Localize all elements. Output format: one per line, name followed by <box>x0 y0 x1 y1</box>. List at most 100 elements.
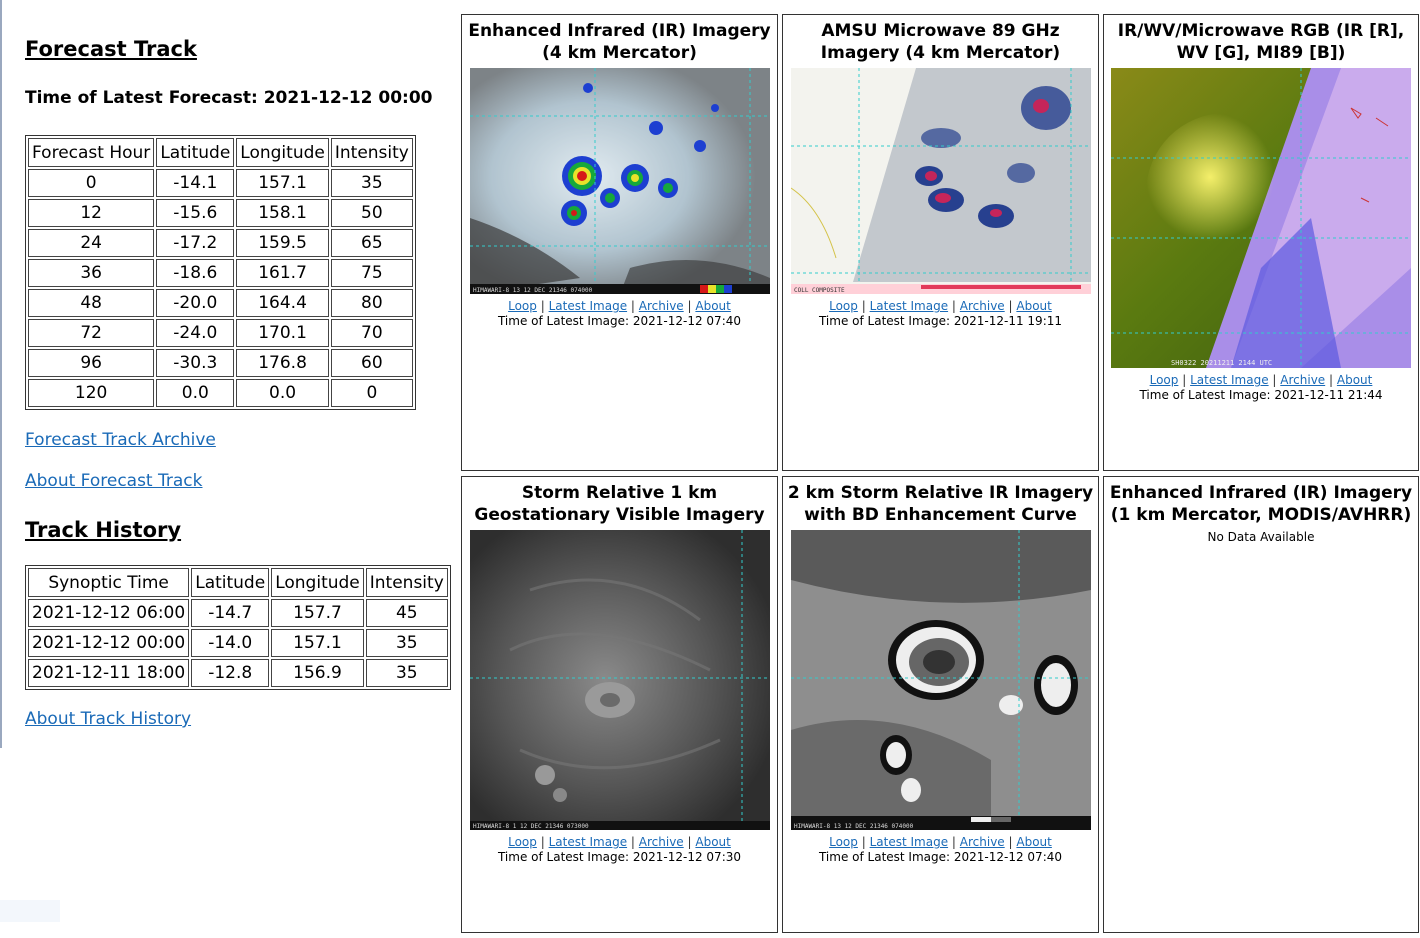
archive-link[interactable]: Archive <box>959 835 1005 849</box>
loop-link[interactable]: Loop <box>508 835 537 849</box>
panel-title: Enhanced Infrared (IR) Imagery (4 km Mer… <box>468 21 771 63</box>
cell: 60 <box>330 349 413 377</box>
col-forecast-hour: Forecast Hour <box>28 138 155 167</box>
cell: 2021-12-12 00:00 <box>28 629 190 657</box>
amsu-image[interactable]: COLL COMPOSITE <box>790 68 1091 294</box>
image-caption: COLL COMPOSITE <box>794 287 845 294</box>
panel-links: Loop | Latest Image | Archive | About <box>462 299 777 313</box>
separator: | <box>1008 835 1013 849</box>
loop-link[interactable]: Loop <box>829 835 858 849</box>
loop-link[interactable]: Loop <box>508 299 537 313</box>
about-link[interactable]: About <box>695 299 731 313</box>
image-caption: HIMAWARI-8 1 12 DEC 21346 073000 <box>473 823 589 830</box>
table-row: 96 -30.3 176.8 60 <box>28 349 413 377</box>
cell: 0.0 <box>236 379 329 407</box>
separator: | <box>540 835 545 849</box>
cell: 65 <box>330 229 413 257</box>
table-row: 120 0.0 0.0 0 <box>28 379 413 407</box>
col-intensity: Intensity <box>365 568 448 597</box>
cell: 157.1 <box>236 169 329 197</box>
separator: | <box>951 299 956 313</box>
cell: 161.7 <box>236 259 329 287</box>
archive-link[interactable]: Archive <box>638 835 684 849</box>
cell: 2021-12-11 18:00 <box>28 659 190 687</box>
separator: | <box>1329 373 1334 387</box>
visible-image[interactable]: HIMAWARI-8 1 12 DEC 21346 073000 <box>469 530 770 830</box>
panel-links: Loop | Latest Image | Archive | About <box>783 299 1098 313</box>
panel-title: Enhanced Infrared (IR) Imagery (1 km Mer… <box>1109 483 1413 525</box>
cell: 24 <box>28 229 155 257</box>
archive-link[interactable]: Archive <box>638 299 684 313</box>
cell: 45 <box>365 599 448 627</box>
about-link[interactable]: About <box>1016 835 1052 849</box>
cell: -17.2 <box>156 229 235 257</box>
forecast-track-heading: Forecast Track <box>25 37 197 61</box>
table-row: 24 -17.2 159.5 65 <box>28 229 413 257</box>
cell: -14.0 <box>191 629 270 657</box>
latest-image-link[interactable]: Latest Image <box>869 835 949 849</box>
table-row: 12 -15.6 158.1 50 <box>28 199 413 227</box>
cell: -20.0 <box>156 289 235 317</box>
forecast-track-archive-link[interactable]: Forecast Track Archive <box>25 430 216 450</box>
panel-title: IR/WV/Microwave RGB (IR [R], WV [G], MI8… <box>1117 21 1405 63</box>
panel-links: Loop | Latest Image | Archive | About <box>783 835 1098 849</box>
cell: 156.9 <box>271 659 364 687</box>
ir-4km-image[interactable]: HIMAWARI-8 13 12 DEC 21346 074000 <box>469 68 770 294</box>
cell: 35 <box>330 169 413 197</box>
latest-image-time: Time of Latest Image: 2021-12-12 07:30 <box>497 850 742 864</box>
panel-bd-enhancement: 2 km Storm Relative IR Imagery with BD E… <box>782 476 1099 933</box>
loop-link[interactable]: Loop <box>1149 373 1179 387</box>
separator: | <box>540 299 545 313</box>
cell: 176.8 <box>236 349 329 377</box>
about-link[interactable]: About <box>1336 373 1373 387</box>
archive-link[interactable]: Archive <box>1280 373 1326 387</box>
no-data-message: No Data Available <box>1207 530 1315 544</box>
faint-box <box>0 900 60 922</box>
cell: 75 <box>330 259 413 287</box>
cell: 48 <box>28 289 155 317</box>
cell: 0 <box>330 379 413 407</box>
separator: | <box>687 835 692 849</box>
panel-title: AMSU Microwave 89 GHz Imagery (4 km Merc… <box>820 21 1061 63</box>
latest-image-link[interactable]: Latest Image <box>1190 373 1269 387</box>
cell: -15.6 <box>156 199 235 227</box>
about-link[interactable]: About <box>1016 299 1052 313</box>
cell: 157.7 <box>271 599 364 627</box>
latest-image-link[interactable]: Latest Image <box>548 299 628 313</box>
cell: -12.8 <box>191 659 270 687</box>
panel-enhanced-ir-1km: Enhanced Infrared (IR) Imagery (1 km Mer… <box>1103 476 1419 933</box>
separator: | <box>1008 299 1013 313</box>
separator: | <box>630 835 635 849</box>
panel-ir-wv-mw-rgb: IR/WV/Microwave RGB (IR [R], WV [G], MI8… <box>1103 14 1419 471</box>
loop-link[interactable]: Loop <box>829 299 858 313</box>
about-link[interactable]: About <box>695 835 731 849</box>
bd-image[interactable]: HIMAWARI-8 13 12 DEC 21346 074000 <box>790 530 1091 830</box>
cell: -24.0 <box>156 319 235 347</box>
cell: 0.0 <box>156 379 235 407</box>
table-row: 36 -18.6 161.7 75 <box>28 259 413 287</box>
cell: 72 <box>28 319 155 347</box>
cell: 96 <box>28 349 155 377</box>
panel-links: Loop | Latest Image | Archive | About <box>1104 373 1418 387</box>
about-forecast-track-link[interactable]: About Forecast Track <box>25 471 203 491</box>
col-longitude: Longitude <box>236 138 329 167</box>
col-longitude: Longitude <box>271 568 364 597</box>
cell: -30.3 <box>156 349 235 377</box>
panel-visible-1km: Storm Relative 1 km Geostationary Visibl… <box>461 476 778 933</box>
image-caption: SH0322 20211211 2144 UTC <box>1171 359 1272 367</box>
archive-link[interactable]: Archive <box>959 299 1005 313</box>
latest-image-time: Time of Latest Image: 2021-12-12 07:40 <box>497 314 742 328</box>
latest-image-time: Time of Latest Image: 2021-12-12 07:40 <box>818 850 1063 864</box>
latest-image-time: Time of Latest Image: 2021-12-11 21:44 <box>1139 388 1383 402</box>
cell: 159.5 <box>236 229 329 257</box>
cell: 50 <box>330 199 413 227</box>
latest-image-link[interactable]: Latest Image <box>548 835 628 849</box>
rgb-image[interactable]: SH0322 20211211 2144 UTC <box>1111 68 1411 368</box>
latest-image-link[interactable]: Latest Image <box>869 299 949 313</box>
cell: -14.1 <box>156 169 235 197</box>
cell: 2021-12-12 06:00 <box>28 599 190 627</box>
about-track-history-link[interactable]: About Track History <box>25 709 192 729</box>
forecast-table: Forecast Hour Latitude Longitude Intensi… <box>25 135 416 410</box>
col-latitude: Latitude <box>156 138 235 167</box>
table-row: 0 -14.1 157.1 35 <box>28 169 413 197</box>
